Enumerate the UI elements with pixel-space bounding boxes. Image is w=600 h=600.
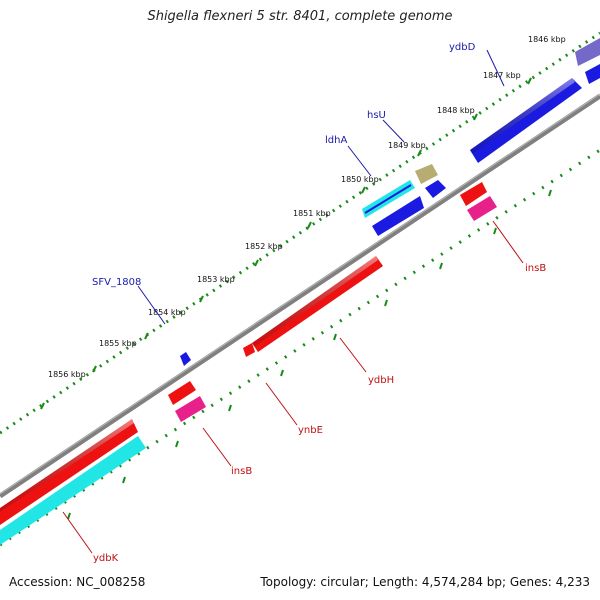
gene-insB-1-pink[interactable] [467,196,497,221]
gene-ydbD-next[interactable] [585,64,600,84]
gene-label-hsU[interactable]: hsU [367,110,386,121]
gene-label-ynbE[interactable]: ynbE [298,425,323,436]
gene-label-ydbD[interactable]: ydbD [449,42,476,53]
gene-label-group: ydbD hsU ldhA SFV_1808 insB ydbH ynbE in… [92,42,546,564]
tick-label: 1846 kbp [528,35,566,44]
tick-label: 1853 kbp [197,275,235,284]
outer-major-ticks [40,77,532,410]
map-title: Shigella flexneri 5 str. 8401, complete … [147,9,453,24]
gene-label-ydbK[interactable]: ydbK [93,553,119,564]
gene-label-ldhA[interactable]: ldhA [325,135,347,146]
tick-label: 1856 kbp [48,370,86,379]
leader-lines [62,49,524,554]
gene-SFV_1808[interactable] [180,352,191,366]
kbp-labels: 1846 kbp 1847 kbp 1848 kbp 1849 kbp 1850… [48,35,566,379]
gene-ynbE[interactable] [243,343,255,357]
tick-label: 1855 kbp [99,339,137,348]
gene-insB-2[interactable] [168,381,196,405]
tick-label: 1848 kbp [437,106,475,115]
gene-block-1848[interactable] [470,78,582,163]
gene-ydbH[interactable] [252,256,383,352]
tick-label: 1854 kbp [148,308,186,317]
forward-genes [180,38,600,366]
tick-label: 1850 kbp [341,175,379,184]
gene-label-insB-2[interactable]: insB [231,466,252,477]
gene-insB-1[interactable] [460,182,487,206]
tick-label: 1852 kbp [245,242,283,251]
gene-label-ydbH[interactable]: ydbH [368,375,394,386]
gene-label-insB[interactable]: insB [525,263,546,274]
accession-text: Accession: NC_008258 [9,575,146,589]
tick-label: 1847 kbp [483,71,521,80]
genome-summary: Topology: circular; Length: 4,574,284 bp… [260,575,590,589]
gene-ydbK[interactable] [0,419,138,525]
tick-label: 1851 kbp [293,209,331,218]
tick-label: 1849 kbp [388,141,426,150]
gene-ydbD[interactable] [575,38,600,66]
gene-insB-2-pink[interactable] [175,396,206,422]
gene-ydbK-cyan[interactable] [0,436,146,545]
gene-blue-1851[interactable] [372,196,424,236]
inner-major-ticks [67,189,552,520]
gene-hsU[interactable] [415,164,438,184]
gene-label-SFV_1808[interactable]: SFV_1808 [92,277,141,288]
genome-backbone [0,93,600,499]
reverse-genes [0,182,497,545]
gene-hsU-arrow[interactable] [425,180,446,198]
outer-tick-track [0,31,600,435]
